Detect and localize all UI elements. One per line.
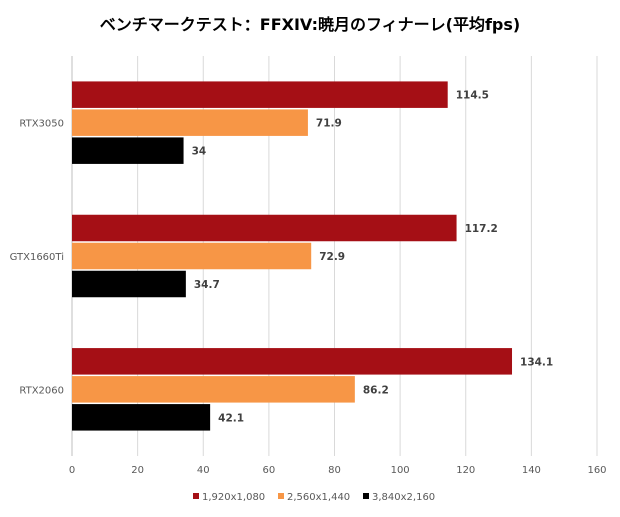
bar	[72, 376, 355, 403]
x-tick-label: 20	[131, 465, 144, 476]
bar	[72, 242, 312, 270]
bar	[72, 348, 513, 375]
data-label: 72.9	[319, 251, 345, 263]
data-label: 42.1	[218, 412, 244, 424]
legend-swatch	[363, 493, 369, 499]
category-label: GTX1660Ti	[10, 252, 64, 263]
legend-label: 3,840x2,160	[372, 492, 435, 503]
bar	[72, 270, 186, 298]
legend-label: 2,560x1,440	[287, 492, 350, 503]
chart-title: ベンチマークテスト：FFXIV:暁月のフィナーレ(平均fps)	[100, 15, 520, 34]
x-tick-label: 140	[522, 465, 541, 476]
x-tick-label: 100	[391, 465, 410, 476]
legend-swatch	[193, 493, 199, 499]
x-tick-label: 60	[263, 465, 276, 476]
bar	[72, 81, 448, 108]
data-label: 117.2	[465, 223, 498, 235]
x-tick-label: 80	[328, 465, 341, 476]
bar	[72, 214, 457, 242]
data-label: 34.7	[194, 279, 220, 291]
bar	[72, 137, 184, 164]
x-tick-label: 120	[456, 465, 475, 476]
x-tick-label: 0	[69, 465, 75, 476]
data-label: 134.1	[520, 356, 553, 368]
category-label: RTX3050	[19, 119, 64, 130]
data-label: 34	[192, 146, 207, 158]
category-label: RTX2060	[19, 385, 64, 396]
data-label: 86.2	[363, 384, 389, 396]
x-tick-label: 160	[587, 465, 606, 476]
data-label: 71.9	[316, 118, 342, 130]
bar	[72, 404, 211, 431]
x-tick-label: 40	[197, 465, 210, 476]
bar	[72, 109, 308, 136]
legend-label: 1,920x1,080	[202, 492, 265, 503]
legend-swatch	[278, 493, 284, 499]
data-label: 114.5	[456, 90, 489, 102]
